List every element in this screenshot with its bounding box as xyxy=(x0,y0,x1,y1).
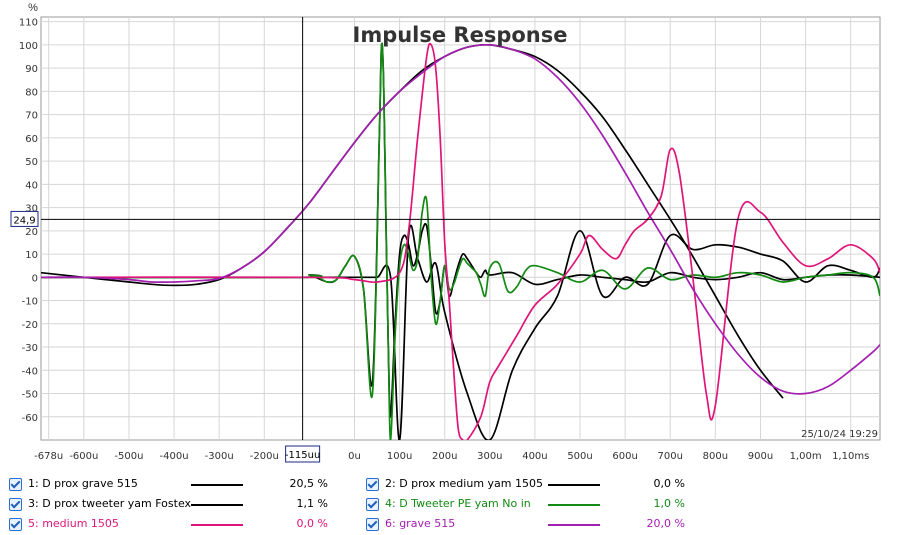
legend-item-4: 4: D Tweeter PE yam No in 1,0 % xyxy=(0,494,900,514)
legend-label: 3: D prox tweeter yam Fostex xyxy=(28,497,192,510)
legend-checkbox-2[interactable] xyxy=(366,478,379,491)
y-tick-label: 20 xyxy=(25,227,38,238)
legend-item-5: 5: medium 1505 0,0 % xyxy=(0,514,900,534)
x-tick-label: 1,10ms xyxy=(832,451,869,462)
x-tick-label: -200u xyxy=(250,451,279,462)
x-tick-label: 500u xyxy=(567,451,592,462)
y-tick-label: 110 xyxy=(19,18,38,29)
series-line-2 xyxy=(41,224,880,440)
plot-area xyxy=(40,16,881,441)
legend-line-swatch xyxy=(548,524,600,526)
legend-checkbox-3[interactable] xyxy=(9,498,22,511)
legend: 1: D prox grave 515 20,5 % 2: D prox mediu… xyxy=(0,468,900,535)
legend-checkbox-6[interactable] xyxy=(366,518,379,531)
x-axis-ticks: -678u -600u -500u -400u -300u -200u 0u 100u 200u… xyxy=(34,451,869,462)
x-tick-label: 1,00m xyxy=(790,451,822,462)
series-line-4 xyxy=(41,42,880,440)
y-tick-label: 60 xyxy=(25,134,38,145)
legend-checkbox-4[interactable] xyxy=(366,498,379,511)
y-tick-label: -10 xyxy=(22,297,38,308)
x-tick-label: -600u xyxy=(69,451,98,462)
y-tick-label: -20 xyxy=(22,320,38,331)
series-line-5 xyxy=(41,42,880,440)
x-tick-label: -300u xyxy=(205,451,234,462)
y-tick-label: 10 xyxy=(25,250,38,261)
x-tick-label: 100u xyxy=(387,451,412,462)
x-tick-label: 0u xyxy=(348,451,361,462)
legend-value: 0,0 % xyxy=(296,517,328,530)
cursor-y-box xyxy=(10,210,39,227)
y-tick-label: 80 xyxy=(25,87,38,98)
cursor-y-label: 24,9 xyxy=(13,215,35,226)
x-tick-label: -678u xyxy=(34,451,63,462)
legend-item-3: 3: D prox tweeter yam Fostex 1,1 % xyxy=(0,494,900,514)
chart-title: Impulse Response xyxy=(353,23,568,47)
y-tick-label: 0 xyxy=(32,273,38,284)
y-tick-label: 90 xyxy=(25,64,38,75)
y-tick-label: 50 xyxy=(25,157,38,168)
legend-item-6: 6: grave 515 20,0 % xyxy=(0,514,900,534)
series-line-1 xyxy=(41,43,784,399)
y-tick-label: 100 xyxy=(19,41,38,52)
x-tick-label: 400u xyxy=(522,451,547,462)
x-tick-label: 900u xyxy=(748,451,773,462)
x-tick-label: 300u xyxy=(477,451,502,462)
y-tick-label: -60 xyxy=(22,413,38,424)
y-tick-label: -50 xyxy=(22,390,38,401)
legend-value: 20,0 % xyxy=(646,517,685,530)
x-tick-label: 200u xyxy=(432,451,457,462)
legend-line-swatch xyxy=(191,484,243,486)
legend-value: 1,1 % xyxy=(296,497,328,510)
cursor-x-label: -115uu xyxy=(285,450,320,461)
y-axis-ticks: 1101009080706050403020100-10-20-30-40-50… xyxy=(19,18,38,424)
y-axis-label: % xyxy=(28,2,38,14)
legend-label: 2: D prox medium yam 1505 xyxy=(385,477,543,490)
legend-line-swatch xyxy=(548,504,600,506)
timestamp: 25/10/24 19:29 xyxy=(801,429,878,440)
series-line-6 xyxy=(41,43,880,395)
x-tick-label: 700u xyxy=(658,451,683,462)
x-tick-label: 800u xyxy=(703,451,728,462)
legend-item-1: 1: D prox grave 515 20,5 % xyxy=(0,474,900,494)
series-lines xyxy=(41,42,880,440)
x-tick-label: -500u xyxy=(114,451,143,462)
legend-label: 1: D prox grave 515 xyxy=(28,477,138,490)
legend-value: 1,0 % xyxy=(653,497,685,510)
legend-line-swatch xyxy=(191,524,243,526)
y-tick-label: 40 xyxy=(25,180,38,191)
y-tick-label: -30 xyxy=(22,343,38,354)
legend-item-2: 2: D prox medium yam 1505 0,0 % xyxy=(0,474,900,494)
x-tick-label: -400u xyxy=(160,451,189,462)
legend-label: 4: D Tweeter PE yam No in xyxy=(385,497,531,510)
legend-label: 5: medium 1505 xyxy=(28,517,119,530)
legend-line-swatch xyxy=(191,504,243,506)
cursor-x-box xyxy=(285,445,321,463)
legend-label: 6: grave 515 xyxy=(385,517,456,530)
x-tick-label: 600u xyxy=(612,451,637,462)
legend-value: 0,0 % xyxy=(653,477,685,490)
legend-checkbox-5[interactable] xyxy=(9,518,22,531)
y-tick-label: -40 xyxy=(22,366,38,377)
y-tick-label: 30 xyxy=(25,204,38,215)
legend-checkbox-1[interactable] xyxy=(9,478,22,491)
legend-value: 20,5 % xyxy=(289,477,328,490)
y-tick-label: 70 xyxy=(25,111,38,122)
legend-line-swatch xyxy=(548,484,600,486)
cursor: 24,9 -115uu xyxy=(10,17,880,463)
